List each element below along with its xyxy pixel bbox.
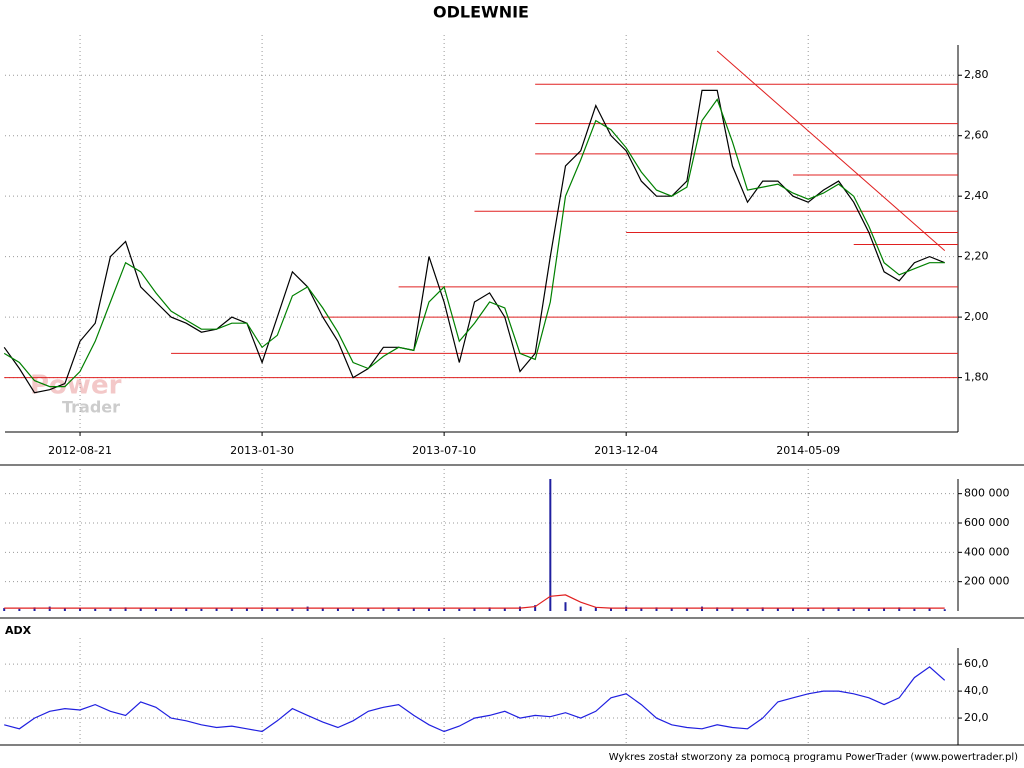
volume-bar — [928, 608, 931, 611]
volume-bar — [625, 606, 628, 611]
y-tick-label: 400 000 — [964, 545, 1010, 558]
volume-bar — [458, 608, 461, 611]
volume-bar — [655, 607, 658, 611]
y-tick-label: 60,0 — [964, 657, 989, 670]
y-tick-label: 2,20 — [964, 250, 989, 263]
series-line — [4, 666, 946, 733]
chart-title: ODLEWNIE — [433, 3, 529, 22]
watermark: Trader — [62, 398, 120, 417]
volume-bar — [503, 608, 506, 611]
volume-bar — [412, 608, 415, 611]
series-line — [3, 89, 945, 394]
volume-bar — [579, 606, 582, 611]
volume-bar — [170, 608, 173, 611]
y-tick-label: 40,0 — [964, 684, 989, 697]
volume-bar — [63, 608, 66, 611]
volume-bar — [124, 607, 127, 611]
volume-bar — [943, 609, 946, 611]
y-tick-label: 2,60 — [964, 129, 989, 142]
y-tick-label: 2,40 — [964, 189, 989, 202]
volume-bar — [685, 608, 688, 611]
volume-bar — [701, 606, 704, 611]
volume-bar — [837, 607, 840, 611]
volume-bar — [276, 608, 279, 611]
volume-bar — [427, 608, 430, 611]
volume-bar — [913, 608, 916, 611]
x-tick-label: 2013-07-10 — [412, 444, 476, 457]
volume-bar — [245, 608, 248, 611]
volume-bar — [594, 607, 597, 611]
volume-bar — [776, 608, 779, 611]
volume-bar — [549, 479, 552, 611]
footer: Wykres został stworzony za pomocą progra… — [609, 752, 1018, 763]
volume-bar — [883, 608, 886, 611]
volume-bar — [443, 607, 446, 611]
volume-bar — [185, 608, 188, 611]
trend-line — [716, 50, 946, 251]
volume-bar — [488, 607, 491, 611]
volume-bar — [367, 608, 370, 611]
series-line — [4, 594, 945, 609]
y-tick-label: 20,0 — [964, 711, 989, 724]
x-tick-label: 2014-05-09 — [776, 444, 840, 457]
volume-bar — [746, 608, 749, 611]
volume-bar — [518, 606, 521, 611]
volume-bar — [564, 602, 567, 611]
volume-bar — [230, 608, 233, 611]
volume-bar — [867, 608, 870, 611]
volume-bar — [139, 608, 142, 611]
volume-bar — [382, 608, 385, 611]
y-tick-label: 800 000 — [964, 487, 1010, 500]
volume-bar — [397, 607, 400, 611]
volume-bar — [109, 608, 112, 611]
volume-bar — [336, 608, 339, 611]
volume-bar — [822, 608, 825, 611]
y-tick-label: 2,00 — [964, 310, 989, 323]
volume-bar — [321, 608, 324, 611]
volume-bar — [261, 607, 264, 611]
volume-bar — [200, 608, 203, 611]
volume-bar — [640, 608, 643, 611]
volume-bar — [473, 608, 476, 611]
volume-bar — [610, 608, 612, 611]
panel-title: ADX — [5, 624, 32, 637]
volume-bar — [3, 608, 6, 611]
volume-bar — [898, 607, 901, 611]
x-tick-label: 2012-08-21 — [48, 444, 112, 457]
volume-bar — [716, 607, 719, 611]
volume-bar — [33, 607, 36, 611]
y-tick-label: 2,80 — [964, 68, 989, 81]
volume-bar — [306, 606, 309, 611]
volume-bar — [18, 608, 21, 611]
x-tick-label: 2013-12-04 — [594, 444, 658, 457]
volume-bar — [79, 607, 82, 611]
volume-bar — [731, 608, 734, 611]
series-line — [3, 98, 945, 388]
volume-bar — [48, 606, 51, 611]
volume-bar — [534, 605, 537, 611]
y-tick-label: 600 000 — [964, 516, 1010, 529]
x-tick-label: 2013-01-30 — [230, 444, 294, 457]
y-tick-label: 200 000 — [964, 575, 1010, 588]
volume-bar — [215, 607, 218, 611]
volume-bar — [761, 607, 764, 611]
volume-bar — [352, 608, 355, 611]
volume-bar — [670, 608, 673, 611]
y-tick-label: 1,80 — [964, 371, 989, 384]
volume-bar — [154, 608, 157, 611]
volume-bar — [807, 608, 810, 611]
volume-bar — [94, 608, 97, 611]
volume-bar — [792, 607, 795, 611]
volume-bar — [291, 608, 294, 611]
volume-bar — [852, 608, 855, 611]
